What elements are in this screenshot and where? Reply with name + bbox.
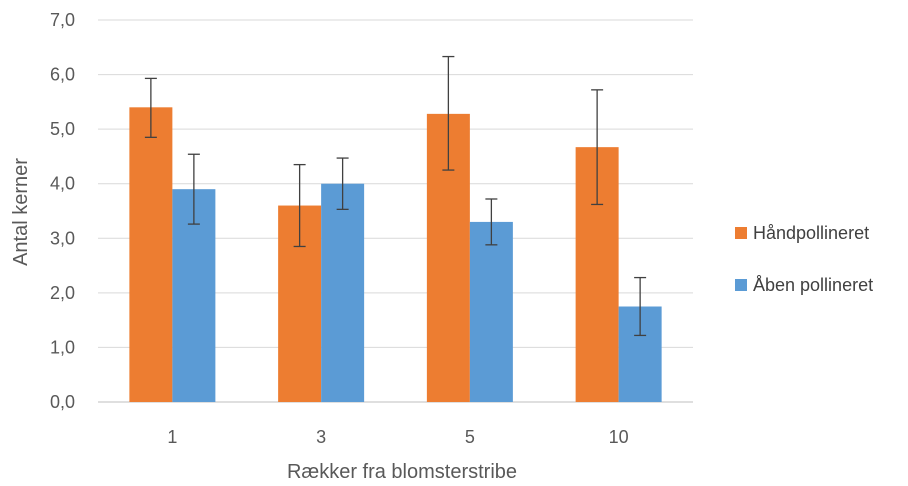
x-axis-label: Rækker fra blomsterstribe <box>287 461 517 483</box>
legend-swatch-handpollineret <box>735 227 747 239</box>
y-tick-label: 0,0 <box>50 392 75 412</box>
bar <box>470 222 513 402</box>
x-tick-label: 5 <box>465 427 475 447</box>
x-axis-ticks: 1 3 5 10 <box>167 427 628 447</box>
y-tick-label: 4,0 <box>50 174 75 194</box>
bar <box>321 184 364 402</box>
legend-label-handpollineret: Håndpollineret <box>753 223 869 244</box>
x-tick-label: 10 <box>609 427 629 447</box>
bars <box>129 107 661 402</box>
legend-swatch-aben-pollineret <box>735 279 747 291</box>
y-tick-label: 6,0 <box>50 65 75 85</box>
x-tick-label: 3 <box>316 427 326 447</box>
y-axis-label: Antal kerner <box>10 158 32 266</box>
legend-item-aben-pollineret: Åben pollineret <box>735 272 873 298</box>
legend-label-aben-pollineret: Åben pollineret <box>753 275 873 296</box>
bar <box>129 107 172 402</box>
y-axis-ticks: 0,0 1,0 2,0 3,0 4,0 5,0 6,0 7,0 <box>50 10 75 412</box>
error-bars <box>145 57 646 336</box>
legend: Håndpollineret Åben pollineret <box>735 220 873 324</box>
x-tick-label: 1 <box>167 427 177 447</box>
y-tick-label: 5,0 <box>50 119 75 139</box>
y-tick-label: 7,0 <box>50 10 75 30</box>
y-tick-label: 3,0 <box>50 228 75 248</box>
legend-item-handpollineret: Håndpollineret <box>735 220 873 246</box>
y-tick-label: 1,0 <box>50 337 75 357</box>
y-tick-label: 2,0 <box>50 283 75 303</box>
